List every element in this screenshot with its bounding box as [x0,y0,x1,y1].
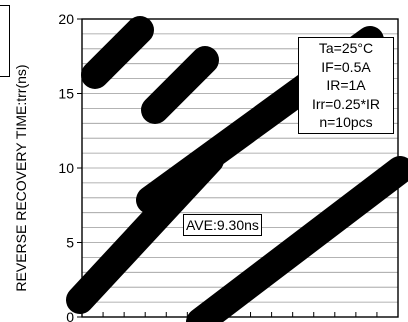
condition-n: n=10pcs [319,114,373,130]
y-axis-label: REVERSE RECOVERY TIME:trr(ns) [13,64,29,291]
average-annotation: AVE:9.30ns [183,214,262,236]
y-tick-label: 5 [66,235,74,251]
y-tick-label: 10 [58,160,74,176]
condition-irr: Irr=0.25*IR [311,95,381,112]
test-conditions-box: Ta=25°C IF=0.5A IR=1A Irr=0.25*IR n=10pc… [298,37,394,134]
watermark-stroke [141,46,219,124]
y-tick-label: 0 [66,309,74,322]
condition-ta: Ta=25°C [318,40,374,56]
watermark-stroke [186,156,408,322]
y-tick-label: 15 [58,86,74,102]
y-tick-labels: 0 5 10 15 20 [58,11,378,322]
corner-label-box [0,5,10,77]
y-tick-label: 20 [58,11,74,27]
watermark-stroke [66,146,224,314]
watermark [66,16,408,322]
condition-if: IF=0.5A [321,58,371,75]
condition-ir: IR=1A [326,77,366,93]
watermark-stroke [81,16,154,89]
